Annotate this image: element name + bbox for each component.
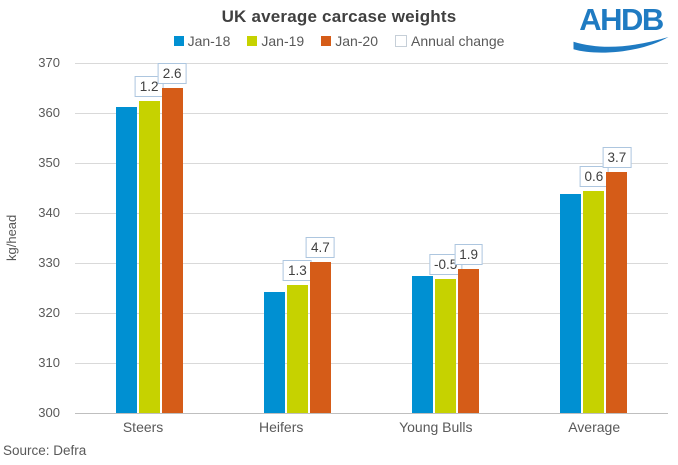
legend-label: Jan-20 bbox=[335, 33, 378, 49]
chart-legend: Jan-18 Jan-19 Jan-20 Annual change bbox=[0, 33, 678, 49]
legend-swatch-icon bbox=[395, 35, 407, 47]
x-category-label: Average bbox=[568, 419, 621, 435]
ahdb-logo-text: AHDB bbox=[579, 2, 664, 37]
source-note: Source: Defra bbox=[3, 443, 87, 458]
x-axis-category-labels: Steers Heifers Young Bulls Average bbox=[75, 419, 668, 435]
bar-jan-18-young-bulls bbox=[412, 276, 434, 413]
bar-group-average: 0.6 3.7 bbox=[560, 63, 632, 413]
bar-jan-19-young-bulls: -0.5 bbox=[428, 253, 463, 413]
legend-swatch-icon bbox=[247, 36, 258, 46]
bar-jan-18-average bbox=[560, 193, 582, 413]
gridline bbox=[75, 113, 668, 114]
bar-jan-19-heifers: 1.3 bbox=[282, 260, 312, 413]
legend-swatch-icon bbox=[321, 36, 332, 46]
legend-label: Jan-18 bbox=[187, 33, 231, 49]
y-tick-label: 370 bbox=[38, 55, 60, 70]
bar-group-heifers: 1.3 4.7 bbox=[263, 63, 335, 413]
x-category-label: Young Bulls bbox=[399, 419, 473, 435]
x-category-label: Heifers bbox=[259, 419, 304, 435]
legend-item: Jan-18 bbox=[173, 33, 231, 49]
gridline bbox=[75, 163, 668, 164]
bar-jan-18-steers bbox=[115, 107, 137, 413]
y-tick-label: 360 bbox=[38, 105, 60, 120]
bar-group-young-bulls: -0.5 1.9 bbox=[412, 63, 484, 413]
bar-jan-19-steers: 1.2 bbox=[134, 76, 164, 413]
chart-title: UK average carcase weights bbox=[221, 7, 457, 26]
gridline bbox=[75, 363, 668, 364]
annual-change-label: 3.7 bbox=[602, 147, 632, 168]
x-category-label: Steers bbox=[122, 419, 164, 435]
bar-jan-19-average: 0.6 bbox=[579, 165, 609, 413]
annual-change-label: 1.3 bbox=[282, 260, 312, 281]
bar-jan-20-young-bulls: 1.9 bbox=[454, 244, 484, 413]
gridline bbox=[75, 63, 668, 64]
legend-label: Annual change bbox=[411, 33, 505, 49]
bar-jan-20-heifers: 4.7 bbox=[305, 236, 335, 413]
y-tick-label: 340 bbox=[38, 205, 60, 220]
bar-jan-20-average: 3.7 bbox=[602, 147, 632, 413]
annual-change-label: 1.9 bbox=[454, 244, 484, 265]
gridline bbox=[75, 313, 668, 314]
legend-label: Jan-19 bbox=[261, 33, 305, 49]
ahdb-logo: AHDB bbox=[572, 4, 670, 55]
plot-area: 1.2 2.6 1.3 4.7 -0.5 1.9 0.6 3.7 bbox=[75, 63, 668, 414]
annual-change-label: 2.6 bbox=[157, 63, 187, 84]
y-tick-label: 350 bbox=[38, 155, 60, 170]
y-tick-label: 320 bbox=[38, 305, 60, 320]
legend-item: Jan-19 bbox=[247, 33, 304, 49]
y-tick-label: 300 bbox=[38, 405, 60, 420]
annual-change-label: 4.7 bbox=[305, 236, 335, 258]
ahdb-logo-swoosh-icon bbox=[573, 36, 669, 53]
y-tick-label: 330 bbox=[38, 255, 60, 270]
legend-swatch-icon bbox=[173, 36, 184, 46]
gridline bbox=[75, 213, 668, 214]
bar-group-steers: 1.2 2.6 bbox=[115, 63, 187, 413]
annual-change-label: 1.2 bbox=[134, 76, 164, 97]
bar-groups: 1.2 2.6 1.3 4.7 -0.5 1.9 0.6 3.7 bbox=[75, 63, 668, 413]
legend-item: Jan-20 bbox=[321, 33, 378, 49]
legend-item: Annual change bbox=[395, 33, 504, 49]
gridline bbox=[75, 263, 668, 264]
bar-jan-20-steers: 2.6 bbox=[157, 63, 187, 413]
y-tick-label: 310 bbox=[38, 355, 60, 370]
annual-change-label: 0.6 bbox=[579, 165, 609, 187]
bar-jan-18-heifers bbox=[263, 291, 285, 413]
